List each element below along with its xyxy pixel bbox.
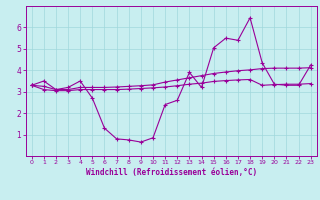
X-axis label: Windchill (Refroidissement éolien,°C): Windchill (Refroidissement éolien,°C) [86, 168, 257, 177]
